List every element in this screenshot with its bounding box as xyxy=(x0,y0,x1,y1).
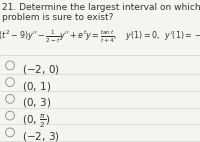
Text: $t^2(t^2-9)y''-\frac{1}{2-t}y''+e^ty=\frac{\tan t}{t+4},\quad y(1)=0,\;\;y'(1)=-: $t^2(t^2-9)y''-\frac{1}{2-t}y''+e^ty=\fr… xyxy=(0,28,200,45)
Text: $(0,\,1)$: $(0,\,1)$ xyxy=(22,80,51,93)
Text: $(0,\,3)$: $(0,\,3)$ xyxy=(22,96,51,109)
Text: $(-2,\,3)$: $(-2,\,3)$ xyxy=(22,130,60,142)
Text: 21. Determine the largest interval on which a unique solution of the following i: 21. Determine the largest interval on wh… xyxy=(2,3,200,12)
Text: problem is sure to exist?: problem is sure to exist? xyxy=(2,13,113,22)
Text: $(0,\,\frac{\pi}{2})$: $(0,\,\frac{\pi}{2})$ xyxy=(22,113,51,130)
Text: $(-2,\,0)$: $(-2,\,0)$ xyxy=(22,63,60,76)
